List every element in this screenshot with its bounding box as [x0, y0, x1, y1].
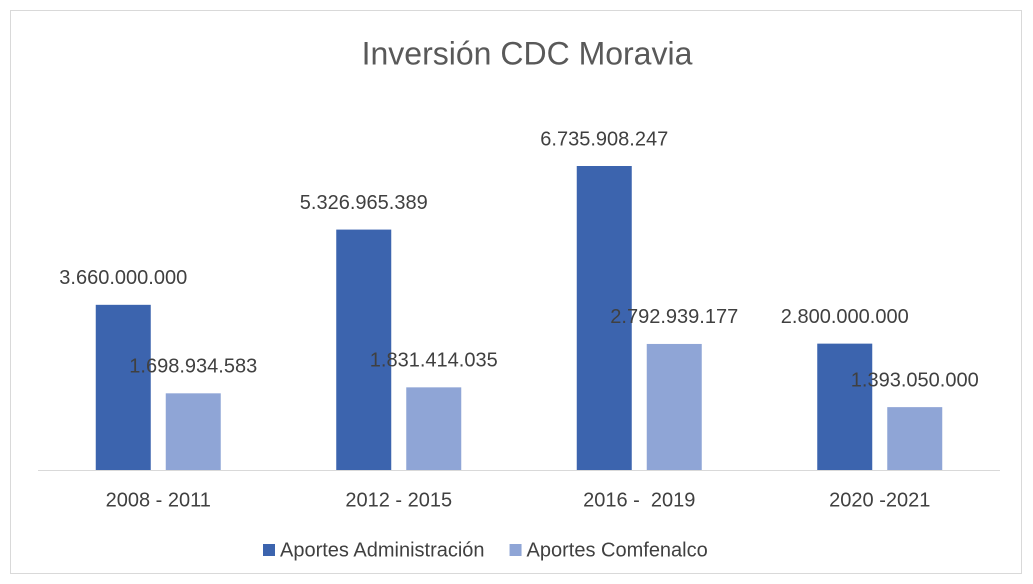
x-tick-label: 2016 - 2019	[583, 489, 695, 511]
x-tick-label: 2008 - 2011	[106, 489, 211, 511]
x-tick-label: 2012 - 2015	[345, 489, 452, 511]
bar	[336, 229, 392, 470]
data-label: 3.660.000.000	[59, 267, 187, 289]
legend-label: Aportes Administración	[280, 539, 485, 561]
bar	[95, 304, 151, 470]
bar	[817, 343, 873, 470]
bar	[406, 387, 462, 470]
bar	[576, 166, 632, 470]
bar	[165, 393, 221, 470]
legend-swatch	[263, 544, 275, 556]
bar	[646, 343, 702, 470]
data-label: 2.792.939.177	[610, 306, 738, 328]
legend-swatch	[509, 544, 522, 556]
data-label: 2.800.000.000	[781, 306, 909, 328]
legend-label: Aportes Comfenalco	[527, 539, 708, 561]
x-tick-label: 2020 -2021	[829, 489, 930, 511]
data-label: 5.326.965.389	[300, 192, 428, 214]
bar	[887, 407, 943, 470]
chart-frame	[10, 10, 1022, 574]
data-label: 1.698.934.583	[129, 356, 257, 378]
chart-title: Inversión CDC Moravia	[362, 35, 693, 71]
data-label: 1.393.050.000	[851, 369, 979, 391]
data-label: 1.831.414.035	[370, 350, 498, 372]
data-label: 6.735.908.247	[540, 128, 668, 150]
